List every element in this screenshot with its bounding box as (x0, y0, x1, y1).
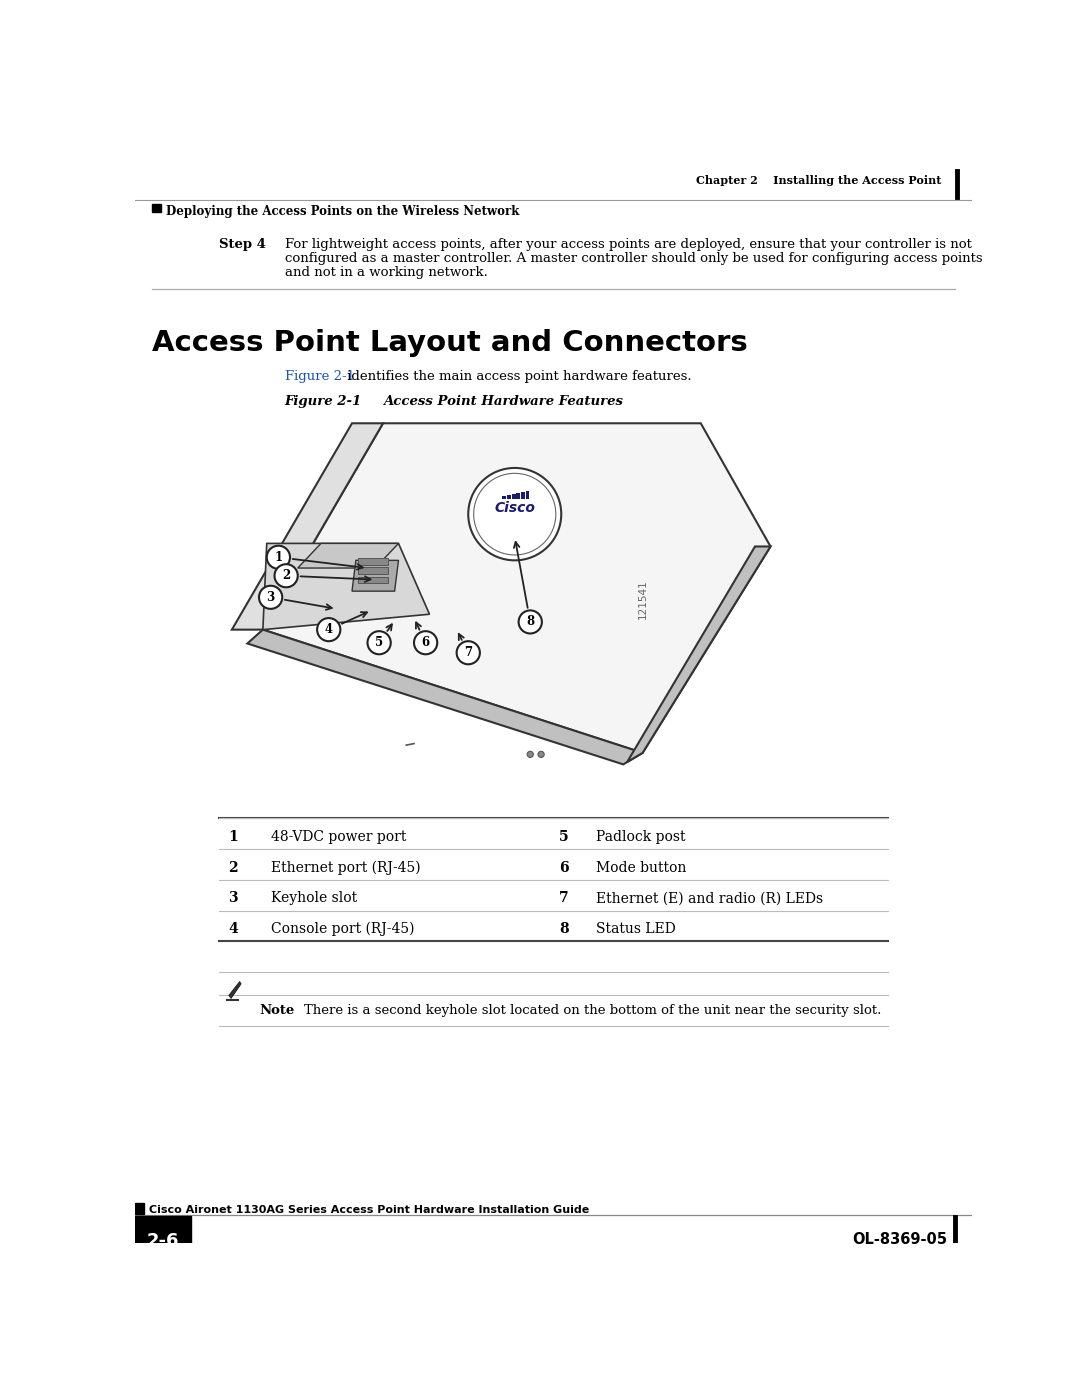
Circle shape (527, 752, 534, 757)
Text: For lightweight access points, after your access points are deployed, ensure tha: For lightweight access points, after you… (284, 239, 971, 251)
Circle shape (457, 641, 480, 665)
Text: Figure 2-1: Figure 2-1 (284, 370, 354, 383)
Polygon shape (262, 543, 430, 630)
Bar (507, 496, 511, 499)
Text: identifies the main access point hardware features.: identifies the main access point hardwar… (342, 370, 691, 383)
Polygon shape (627, 546, 770, 763)
Text: 6: 6 (421, 636, 430, 650)
Circle shape (267, 546, 291, 569)
Text: Console port (RJ-45): Console port (RJ-45) (271, 922, 415, 936)
Bar (526, 490, 529, 499)
Text: 1: 1 (228, 830, 238, 844)
Bar (512, 495, 515, 499)
Bar (135, 1203, 145, 1214)
Polygon shape (298, 543, 399, 569)
Bar (359, 567, 388, 574)
Text: configured as a master controller. A master controller should only be used for c: configured as a master controller. A mas… (284, 253, 982, 265)
Text: OL-8369-05: OL-8369-05 (852, 1232, 947, 1246)
Text: Figure 2-1: Figure 2-1 (284, 395, 362, 408)
Polygon shape (352, 560, 399, 591)
Circle shape (367, 631, 391, 654)
Text: Cisco Aironet 1130AG Series Access Point Hardware Installation Guide: Cisco Aironet 1130AG Series Access Point… (149, 1204, 590, 1215)
Text: 5: 5 (559, 830, 568, 844)
Bar (135, 1217, 191, 1243)
Circle shape (538, 752, 544, 757)
Text: 4: 4 (228, 922, 238, 936)
Text: Keyhole slot: Keyhole slot (271, 891, 357, 905)
Text: 8: 8 (559, 922, 568, 936)
Text: 6: 6 (559, 861, 568, 875)
Text: 7: 7 (464, 647, 472, 659)
Text: Note: Note (259, 1004, 294, 1017)
Circle shape (318, 617, 340, 641)
Circle shape (469, 468, 562, 560)
Bar (516, 493, 521, 499)
Text: 3: 3 (228, 891, 238, 905)
Text: 5: 5 (375, 636, 383, 650)
Text: 4: 4 (325, 623, 333, 636)
Text: Ethernet (E) and radio (R) LEDs: Ethernet (E) and radio (R) LEDs (596, 891, 823, 905)
Bar (521, 492, 525, 499)
Text: 7: 7 (559, 891, 568, 905)
Text: Access Point Layout and Connectors: Access Point Layout and Connectors (152, 330, 747, 358)
Text: Cisco: Cisco (495, 502, 536, 515)
Text: 2: 2 (282, 569, 291, 583)
Text: There is a second keyhole slot located on the bottom of the unit near the securi: There is a second keyhole slot located o… (303, 1004, 881, 1017)
Polygon shape (229, 982, 241, 999)
Text: 2-6: 2-6 (147, 1232, 179, 1250)
Text: Deploying the Access Points on the Wireless Network: Deploying the Access Points on the Wirel… (166, 204, 519, 218)
Polygon shape (232, 423, 383, 630)
Text: Padlock post: Padlock post (596, 830, 686, 844)
Text: 3: 3 (267, 591, 274, 604)
Bar (152, 204, 161, 212)
Text: Step 4: Step 4 (218, 239, 266, 251)
Circle shape (474, 474, 556, 555)
Text: 2: 2 (228, 861, 238, 875)
Text: 121541: 121541 (637, 578, 648, 619)
Circle shape (274, 564, 298, 587)
Text: Chapter 2    Installing the Access Point: Chapter 2 Installing the Access Point (696, 176, 941, 186)
Text: Ethernet port (RJ-45): Ethernet port (RJ-45) (271, 861, 421, 875)
Polygon shape (262, 423, 770, 753)
Bar (502, 496, 507, 499)
Bar (359, 557, 388, 564)
Polygon shape (247, 630, 643, 764)
Text: Mode button: Mode button (596, 861, 687, 875)
Circle shape (259, 585, 282, 609)
Circle shape (414, 631, 437, 654)
Bar (359, 577, 388, 584)
Text: Status LED: Status LED (596, 922, 676, 936)
Circle shape (518, 610, 542, 633)
Text: 1: 1 (274, 550, 283, 564)
Text: 48-VDC power port: 48-VDC power port (271, 830, 407, 844)
Text: Access Point Hardware Features: Access Point Hardware Features (383, 395, 623, 408)
Text: 8: 8 (526, 616, 535, 629)
Text: and not in a working network.: and not in a working network. (284, 267, 487, 279)
